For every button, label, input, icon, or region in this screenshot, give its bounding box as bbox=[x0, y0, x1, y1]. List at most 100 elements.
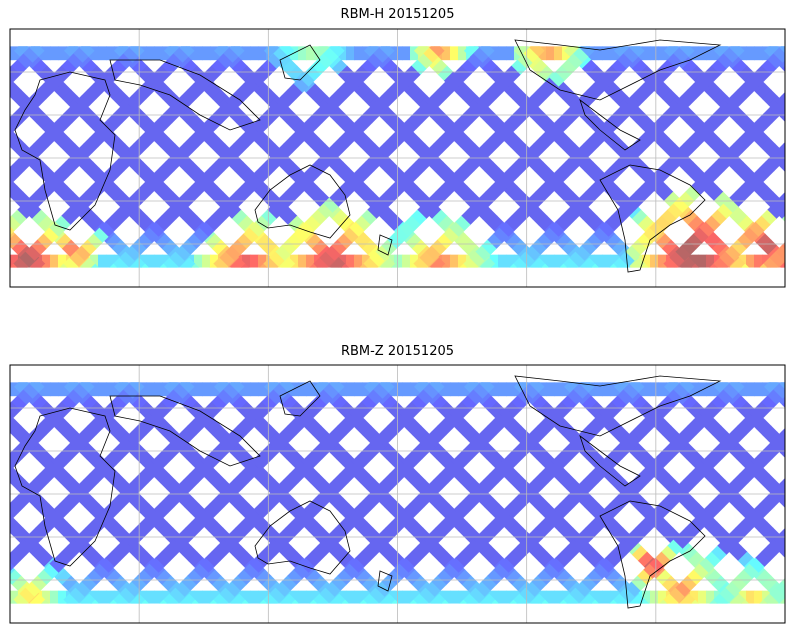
swath-segment bbox=[213, 190, 220, 197]
swath-segment bbox=[754, 226, 761, 233]
swath-segment bbox=[278, 202, 285, 209]
swath-segment bbox=[535, 112, 542, 119]
swath-segment bbox=[380, 436, 387, 443]
swath-segment bbox=[258, 172, 265, 179]
swath-segment bbox=[587, 214, 594, 221]
swath-segment bbox=[237, 400, 244, 407]
swath-segment bbox=[416, 400, 423, 407]
swath-segment bbox=[604, 412, 611, 419]
swath-segment bbox=[393, 70, 400, 77]
swath-segment bbox=[124, 256, 131, 263]
swath-cell bbox=[698, 591, 707, 604]
swath-segment bbox=[356, 124, 363, 131]
swath-cell bbox=[554, 255, 563, 268]
swath-segment bbox=[688, 142, 695, 149]
swath-segment bbox=[460, 406, 467, 413]
swath-segment bbox=[520, 160, 527, 167]
swath-segment bbox=[564, 166, 571, 173]
swath-segment bbox=[166, 214, 173, 221]
swath-segment bbox=[484, 196, 491, 203]
swath-segment bbox=[0, 130, 6, 137]
swath-segment bbox=[672, 58, 679, 64]
swath-segment bbox=[716, 400, 723, 407]
swath-segment bbox=[168, 112, 175, 119]
swath-segment bbox=[588, 478, 595, 485]
swath-segment bbox=[41, 454, 48, 461]
swath-segment bbox=[162, 118, 169, 125]
swath-segment bbox=[186, 94, 193, 101]
swath-segment bbox=[186, 430, 193, 437]
swath-segment bbox=[172, 208, 179, 215]
swath-segment bbox=[412, 118, 419, 125]
swath-cell bbox=[754, 382, 763, 396]
swath-segment bbox=[76, 154, 83, 161]
swath-segment bbox=[568, 448, 575, 455]
swath-segment bbox=[512, 454, 519, 461]
swath-segment bbox=[232, 484, 239, 491]
swath-segment bbox=[143, 406, 150, 413]
swath-segment bbox=[215, 142, 222, 149]
swath-segment bbox=[404, 412, 411, 419]
swath-cell bbox=[146, 46, 155, 60]
swath-segment bbox=[59, 472, 66, 479]
swath-segment bbox=[343, 556, 350, 563]
swath-segment bbox=[408, 172, 415, 179]
swath-segment bbox=[784, 46, 791, 53]
swath-segment bbox=[178, 202, 185, 209]
swath-segment bbox=[666, 550, 673, 557]
swath-segment bbox=[237, 64, 244, 71]
swath-segment bbox=[0, 508, 1, 515]
swath-segment bbox=[686, 244, 693, 251]
swath-segment bbox=[315, 142, 322, 149]
swath-segment bbox=[224, 592, 231, 599]
swath-segment bbox=[732, 484, 739, 491]
swath-segment bbox=[436, 580, 443, 587]
swath-segment bbox=[285, 112, 292, 119]
swath-segment bbox=[514, 502, 521, 509]
swath-segment bbox=[628, 52, 635, 59]
swath-segment bbox=[336, 430, 343, 437]
swath-segment bbox=[726, 154, 733, 161]
swath-segment bbox=[44, 472, 51, 479]
swath-segment bbox=[278, 52, 285, 59]
swath-segment bbox=[274, 592, 281, 599]
swath-segment bbox=[3, 130, 10, 137]
swath-cell bbox=[298, 382, 307, 396]
swath-segment bbox=[460, 220, 467, 227]
swath-segment bbox=[238, 142, 245, 149]
swath-segment bbox=[160, 556, 167, 563]
swath-segment bbox=[11, 88, 17, 95]
swath-segment bbox=[184, 532, 191, 539]
swath-segment bbox=[337, 550, 344, 557]
swath-segment bbox=[69, 196, 76, 203]
swath-segment bbox=[248, 568, 255, 575]
swath-segment bbox=[178, 52, 185, 59]
swath-segment bbox=[330, 586, 337, 593]
swath-segment bbox=[368, 448, 375, 455]
swath-cell bbox=[402, 382, 411, 396]
swath-segment bbox=[432, 148, 439, 155]
swath-segment bbox=[696, 520, 703, 527]
swath-segment bbox=[72, 544, 79, 551]
swath-segment bbox=[378, 538, 385, 545]
swath-cell bbox=[154, 255, 163, 268]
swath-segment bbox=[128, 538, 135, 545]
swath-segment bbox=[713, 190, 720, 197]
swath-cell bbox=[754, 255, 763, 268]
swath-segment bbox=[267, 94, 274, 101]
swath-segment bbox=[764, 502, 771, 509]
swath-segment bbox=[500, 466, 507, 473]
swath-segment bbox=[766, 64, 773, 71]
swath-segment bbox=[667, 430, 674, 437]
swath-segment bbox=[91, 454, 98, 461]
swath-segment bbox=[19, 46, 26, 53]
swath-segment bbox=[317, 430, 324, 437]
swath-segment bbox=[567, 580, 574, 587]
swath-segment bbox=[169, 532, 176, 539]
swath-segment bbox=[543, 406, 550, 413]
swath-segment bbox=[738, 478, 745, 485]
swath-segment bbox=[119, 532, 126, 539]
swath-segment bbox=[508, 508, 515, 515]
swath-segment bbox=[235, 112, 242, 119]
swath-segment bbox=[332, 148, 339, 155]
